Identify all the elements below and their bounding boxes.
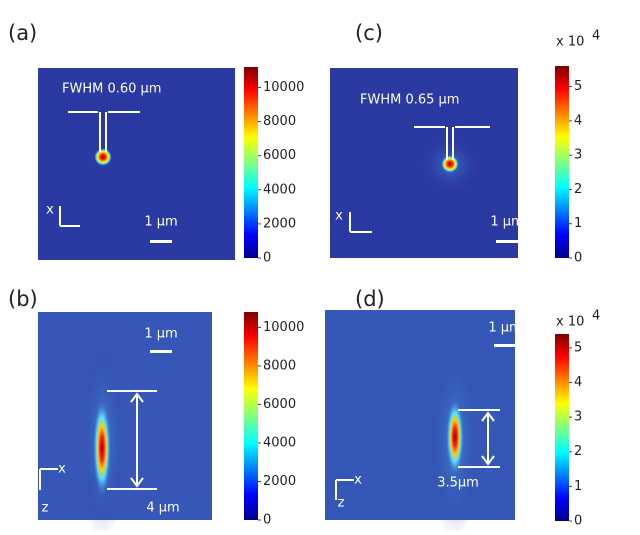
colorbar [244,312,258,520]
annotation: FWHM 0.65 µm [360,93,459,108]
annotation: 4 µm [146,501,179,516]
panel-label: (b) [8,287,38,311]
scale-bar-label: 1 µm [490,215,523,230]
colorbar-tick-label: 6000 [263,148,296,163]
colorbar-tick-label: 8000 [263,358,296,373]
colorbar-tick-label: 10000 [263,80,304,95]
annotation: 3.5µm [437,476,479,491]
colorbar-tick-label: 0 [574,251,582,266]
panel-label: (a) [8,21,37,45]
axis-label: x [354,473,362,488]
axis-label: z [42,501,49,516]
colorbar-tick-label: 4000 [263,435,296,450]
colorbar-tick-label: 6000 [263,397,296,412]
colorbar-tick-label: 2 [574,182,582,197]
axis-label: x [58,462,66,477]
axis-label: z [338,496,345,511]
colorbar-tick-label: 10000 [263,320,304,335]
panel-label: (c) [355,21,383,45]
colorbar-tick-label: 0 [574,514,582,529]
colorbar-tick-label: 0 [263,513,271,528]
colorbar-tick-label: 8000 [263,114,296,129]
scale-bar-label: 1 µm [144,215,177,230]
axis-label: y [299,185,307,200]
colorbar-tick-label: 2 [574,444,582,459]
annotation: FWHM 0.60 µm [62,82,161,97]
colorbar-multiplier: x 10 [556,35,584,50]
axis-label: x [335,209,343,224]
panel-label: (d) [355,287,385,311]
colorbar-tick-label: 3 [574,410,582,425]
scale-bar-label: 1 µm [488,321,521,336]
axis-label: x [46,203,54,218]
colorbar-tick-label: 1 [574,479,582,494]
colorbar [244,67,258,258]
colorbar-tick-label: 2000 [263,474,296,489]
colorbar-tick-label: 4000 [263,182,296,197]
colorbar-multiplier: x 10 [556,315,584,330]
colorbar-tick-label: 0 [263,251,271,266]
colorbar-tick-label: 5 [574,340,582,355]
colorbar-tick-label: 5 [574,79,582,94]
colorbar-tick-label: 1 [574,216,582,231]
colorbar [555,66,569,258]
colorbar [555,334,569,521]
scale-bar-label: 1 µm [144,327,177,342]
colorbar-tick-label: 3 [574,148,582,163]
colorbar-exponent: 4 [592,309,600,324]
colorbar-tick-label: 4 [574,375,582,390]
axis-label: y [6,179,14,194]
colorbar-exponent: 4 [592,29,600,44]
colorbar-tick-label: 2000 [263,216,296,231]
colorbar-tick-label: 4 [574,113,582,128]
